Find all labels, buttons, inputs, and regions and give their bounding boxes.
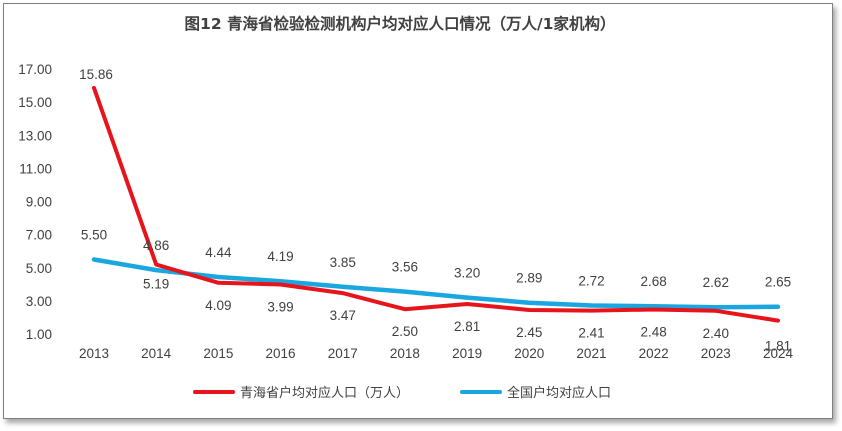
x-tick-label: 2014 (141, 346, 172, 361)
national-data-label: 5.50 (81, 227, 107, 242)
x-tick-label: 2017 (328, 346, 358, 361)
x-tick-label: 2024 (763, 346, 794, 361)
x-tick-label: 2016 (266, 346, 296, 361)
y-tick-label: 1.00 (26, 327, 52, 342)
qinghai-series-line (92, 85, 780, 323)
x-axis-ticks: 2013 2014 2015 2016 2017 2018 2019 2020 2021 2022… (79, 346, 794, 361)
legend: 青海省户均对应人口（万人） 全国户均对应人口 (193, 385, 611, 401)
x-tick-label: 2013 (79, 346, 109, 361)
chart-title: 图12 青海省检验检测机构户均对应人口情况（万人/1家机构） (185, 14, 616, 33)
y-tick-label: 11.00 (19, 161, 52, 176)
qinghai-data-label: 2.41 (578, 326, 604, 341)
national-data-label: 2.62 (703, 275, 729, 290)
national-data-label: 3.85 (330, 255, 356, 270)
national-data-label: 2.89 (516, 271, 542, 286)
y-axis-ticks: 1.00 3.00 5.00 7.00 9.00 11.00 13.00 15.00 17.00 (18, 62, 52, 342)
national-data-label: 2.68 (640, 274, 666, 289)
national-series-line (91, 257, 781, 310)
qinghai-legend-label: 青海省户均对应人口（万人） (240, 385, 409, 401)
national-data-label: 3.20 (454, 266, 480, 281)
x-tick-label: 2022 (639, 346, 669, 361)
qinghai-data-label: 5.19 (143, 277, 169, 292)
qinghai-data-label: 2.48 (640, 324, 666, 339)
qinghai-data-label: 4.09 (205, 298, 231, 313)
national-legend-label: 全国户均对应人口 (507, 385, 611, 401)
qinghai-data-label: 2.81 (454, 319, 480, 334)
data-labels: 15.86 5.19 4.09 3.99 3.47 2.50 2.81 2.45 2.41 2.4… (79, 67, 791, 354)
y-tick-label: 9.00 (26, 195, 52, 210)
qinghai-data-label: 3.99 (267, 299, 293, 314)
y-tick-label: 3.00 (26, 294, 52, 309)
qinghai-data-label: 2.45 (516, 325, 542, 340)
x-tick-label: 2020 (514, 346, 544, 361)
national-data-label: 2.72 (578, 274, 604, 289)
qinghai-data-label: 3.47 (330, 308, 356, 323)
x-tick-label: 2018 (390, 346, 420, 361)
qinghai-data-label: 15.86 (79, 67, 113, 82)
national-data-label: 4.86 (143, 238, 169, 253)
x-tick-label: 2021 (576, 346, 606, 361)
national-data-label: 3.56 (392, 260, 418, 275)
national-data-label: 4.19 (267, 249, 293, 264)
series-lines (91, 85, 781, 323)
national-data-label: 4.44 (205, 245, 232, 260)
y-tick-label: 17.00 (18, 62, 52, 77)
x-tick-label: 2023 (701, 346, 731, 361)
y-tick-label: 5.00 (26, 261, 52, 276)
qinghai-data-label: 2.50 (392, 324, 418, 339)
x-tick-label: 2019 (452, 346, 482, 361)
y-tick-label: 15.00 (18, 95, 52, 110)
x-tick-label: 2015 (203, 346, 233, 361)
qinghai-data-label: 2.40 (703, 326, 729, 341)
qinghai-data-label: 1.81 (765, 339, 791, 354)
y-tick-label: 13.00 (18, 128, 52, 143)
national-data-label: 2.65 (765, 275, 791, 290)
chart-frame (3, 3, 833, 419)
y-tick-label: 7.00 (26, 228, 52, 243)
